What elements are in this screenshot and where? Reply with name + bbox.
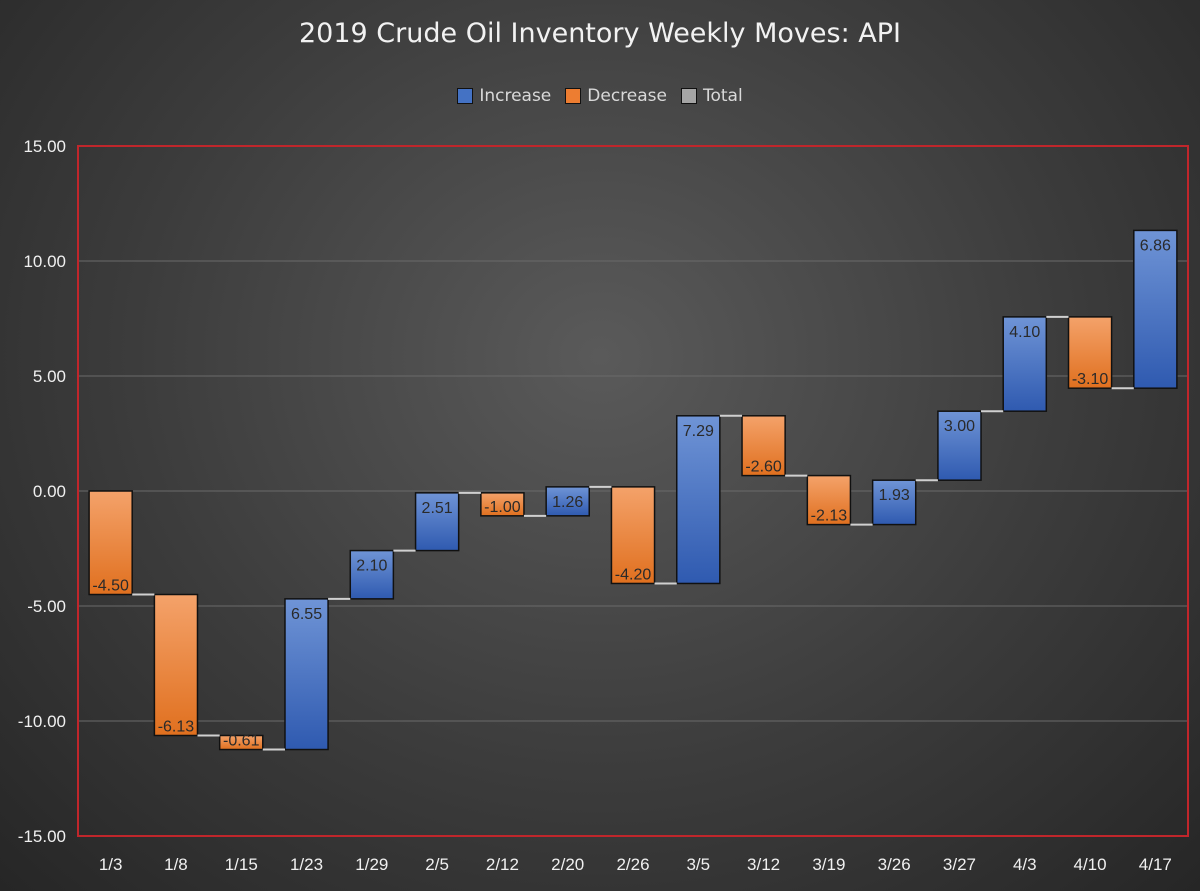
legend-entry-increase[interactable]: Increase	[457, 86, 551, 106]
data-label: 6.86	[1140, 237, 1171, 254]
data-label: 4.10	[1009, 324, 1040, 341]
x-tick-label: 1/3	[99, 855, 123, 874]
x-tick-label: 1/15	[225, 855, 258, 874]
waterfall-bar	[414, 492, 460, 552]
x-tick-label: 4/17	[1139, 855, 1172, 874]
legend-entry-total[interactable]: Total	[680, 86, 743, 106]
data-label: -1.00	[484, 499, 521, 516]
data-label: -3.10	[1072, 371, 1109, 388]
x-tick-label: 2/5	[425, 855, 449, 874]
data-label: -6.13	[158, 718, 195, 735]
legend-swatch-total	[680, 88, 697, 104]
legend: Increase Decrease Total	[0, 86, 1200, 106]
waterfall-bar	[806, 474, 852, 526]
waterfall-bar	[1133, 229, 1178, 389]
y-tick-label: -15.00	[18, 827, 66, 846]
x-tick-label: 3/5	[686, 855, 710, 874]
x-tick-label: 3/19	[812, 855, 845, 874]
waterfall-bar	[610, 486, 656, 585]
legend-label-total: Total	[702, 86, 743, 106]
waterfall-bar	[871, 479, 917, 526]
chart-title: 2019 Crude Oil Inventory Weekly Moves: A…	[299, 18, 901, 49]
legend-entry-decrease[interactable]: Decrease	[565, 86, 667, 106]
x-tick-label: 4/3	[1013, 855, 1037, 874]
y-tick-label: -5.00	[27, 597, 66, 616]
legend-label-decrease: Decrease	[587, 86, 667, 106]
waterfall-bar	[1067, 316, 1113, 389]
waterfall-bar	[284, 598, 329, 751]
plot-area-border	[77, 145, 1189, 837]
data-label: 1.26	[552, 494, 583, 511]
x-tick-label: 3/12	[747, 855, 780, 874]
waterfall-bar	[741, 415, 786, 477]
data-label: 1.93	[879, 487, 910, 504]
x-tick-label: 3/26	[878, 855, 911, 874]
y-tick-label: -10.00	[18, 712, 66, 731]
legend-swatch-decrease	[565, 88, 582, 104]
data-label: -2.60	[745, 459, 782, 476]
data-label: -2.13	[811, 508, 848, 525]
y-tick-label: 5.00	[33, 367, 66, 386]
data-label: 3.00	[944, 418, 975, 435]
waterfall-bar	[480, 492, 525, 517]
data-label: -4.20	[615, 566, 652, 583]
legend-swatch-increase	[457, 88, 474, 104]
data-label: 6.55	[291, 606, 322, 623]
x-tick-label: 1/23	[290, 855, 323, 874]
x-tick-label: 3/27	[943, 855, 976, 874]
waterfall-bar	[349, 549, 395, 600]
data-label: -4.50	[92, 578, 129, 595]
data-label: 7.29	[683, 423, 714, 440]
waterfall-bar	[218, 734, 264, 751]
x-tick-label: 4/10	[1074, 855, 1107, 874]
waterfall-bar	[153, 593, 199, 737]
y-tick-label: 15.00	[23, 137, 66, 156]
data-label: 2.51	[422, 500, 453, 517]
waterfall-bar	[1002, 316, 1048, 412]
y-tick-label: 0.00	[33, 482, 66, 501]
legend-label-increase: Increase	[479, 86, 552, 106]
waterfall-bar	[88, 490, 133, 596]
waterfall-bar	[937, 410, 982, 481]
x-tick-label: 2/12	[486, 855, 519, 874]
data-label: 2.10	[356, 558, 387, 575]
x-tick-label: 1/29	[355, 855, 388, 874]
waterfall-bar	[545, 486, 591, 517]
waterfall-bar	[675, 415, 721, 585]
x-tick-label: 2/26	[616, 855, 649, 874]
x-tick-label: 1/8	[164, 855, 188, 874]
data-label: -0.61	[223, 733, 260, 750]
y-tick-label: 10.00	[23, 252, 66, 271]
x-tick-label: 2/20	[551, 855, 584, 874]
